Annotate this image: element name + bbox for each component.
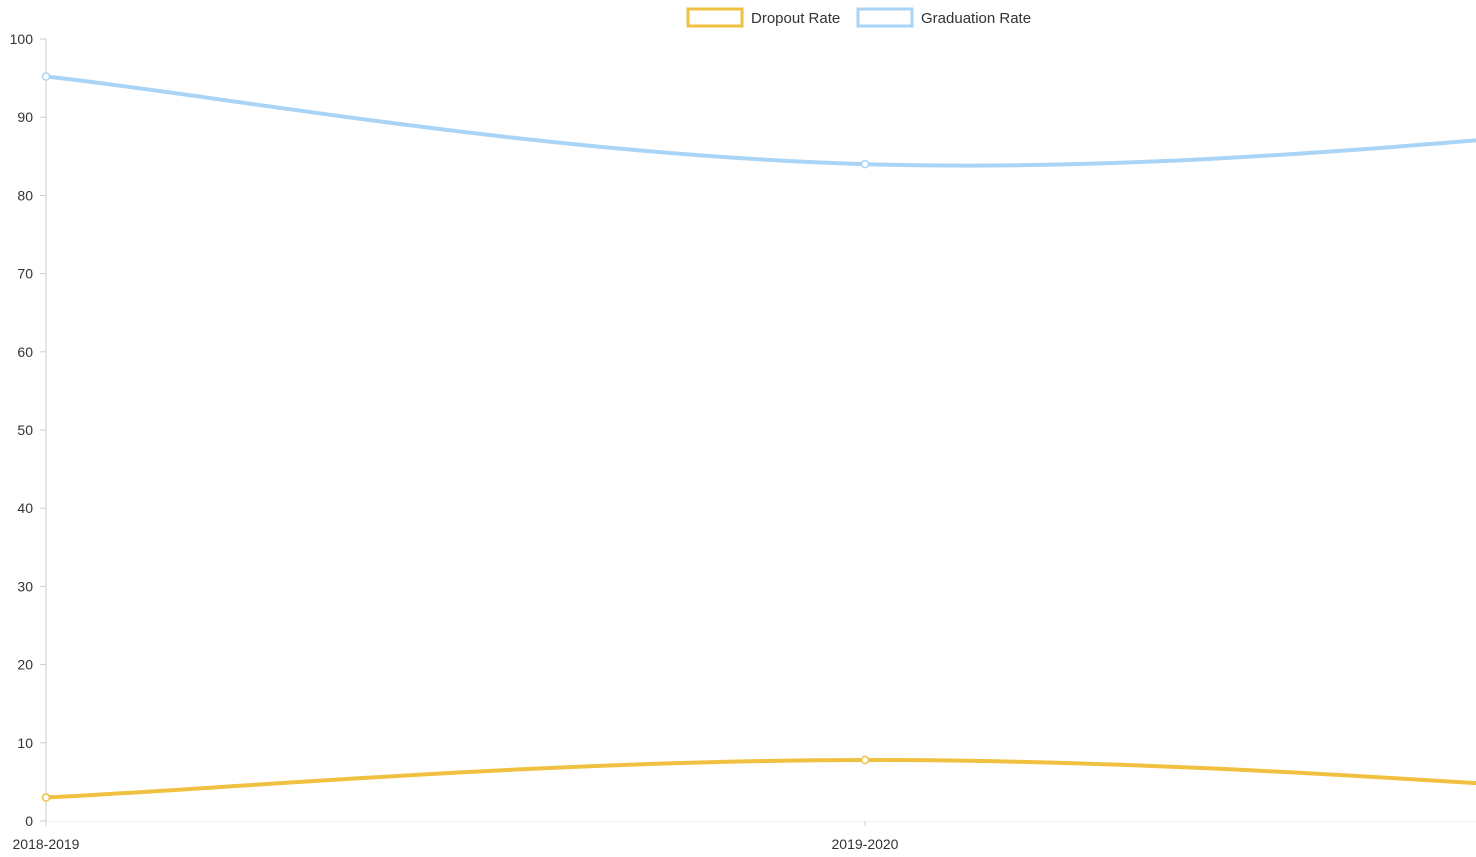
graduation-rate-series [41,72,1476,169]
legend-swatch [856,7,914,28]
dropout-rate-line [44,758,1476,800]
y-tick-label: 70 [17,266,33,282]
y-tick-label: 0 [25,813,33,829]
dropout-rate-point[interactable] [41,793,51,802]
graduation-rate-line [44,74,1476,168]
y-tick-label: 100 [10,31,34,47]
y-tick-label: 90 [17,109,33,125]
x-axis: 2018-2019 2019-2020 [13,821,1476,852]
y-tick-label: 40 [17,500,33,516]
y-tick-label: 60 [17,344,33,360]
x-tick-label: 2019-2020 [832,836,899,852]
legend: Dropout Rate Graduation Rate [686,7,1031,28]
legend-item-dropout-rate[interactable]: Dropout Rate [686,7,840,28]
legend-label: Graduation Rate [921,10,1031,27]
y-tick-label: 10 [17,735,33,751]
dropout-rate-series [41,755,1476,802]
legend-label: Dropout Rate [751,10,840,27]
y-axis: 0 10 20 30 40 50 60 70 80 90 100 [10,31,47,829]
dropout-rate-point[interactable] [860,755,870,765]
legend-item-graduation-rate[interactable]: Graduation Rate [856,7,1031,28]
y-tick-label: 30 [17,578,33,594]
x-tick-label: 2018-2019 [13,836,80,852]
y-tick-label: 50 [17,422,33,438]
y-tick-label: 80 [17,187,33,203]
y-tick-label: 20 [17,657,33,673]
legend-swatch [686,7,744,28]
graduation-rate-point[interactable] [860,159,870,169]
graduation-rate-point[interactable] [41,72,51,81]
plot-area [41,72,1476,802]
